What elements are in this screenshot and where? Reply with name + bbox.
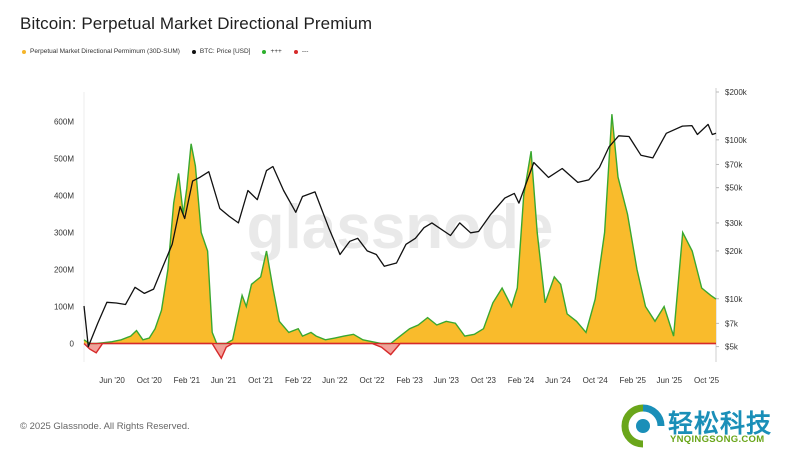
page-title: Bitcoin: Perpetual Market Directional Pr… xyxy=(20,14,373,33)
premium-area xyxy=(84,114,716,344)
btc-price-line xyxy=(83,123,717,348)
y-left-tick-label: 300M xyxy=(54,229,74,238)
legend-swatch-premium xyxy=(22,49,26,54)
y-right-tick-label: $200k xyxy=(725,88,748,97)
x-tick-label: Jun '23 xyxy=(433,376,459,385)
brand-logo-block: 轻松科技 YNQINGSONG.COM xyxy=(620,404,792,448)
chart-canvas[interactable]: glassnode 600M 500M 400M 300M 200M 100M 0 $200k… xyxy=(0,0,800,400)
x-tick-label: Oct '21 xyxy=(248,376,274,385)
legend-swatch-price xyxy=(191,49,196,54)
legend-swatch-positive xyxy=(262,49,267,54)
y-right-tick-label: $100k xyxy=(725,136,748,145)
x-tick-label: Jun '20 xyxy=(99,376,125,385)
y-right-tick-label: $5k xyxy=(725,343,739,352)
x-tick-label: Feb '24 xyxy=(508,376,535,385)
chart-legend: Perpetual Market Directional Permimum (3… xyxy=(22,48,308,55)
y-right-tick-label: $50k xyxy=(725,184,743,193)
premium-negative-area xyxy=(84,343,716,359)
x-tick-label: Feb '23 xyxy=(396,376,423,385)
brand-logo-icon xyxy=(621,404,665,448)
legend-label-positive: +++ xyxy=(270,48,282,55)
y-left-tick-label: 200M xyxy=(54,266,74,275)
x-tick-label: Feb '25 xyxy=(619,376,646,385)
y-right-tick-label: $70k xyxy=(725,160,743,169)
x-tick-label: Oct '25 xyxy=(694,376,720,385)
y-left-tick-label: 400M xyxy=(54,192,74,201)
x-tick-label: Feb '21 xyxy=(174,376,201,385)
y-right-tick-label: $30k xyxy=(725,219,743,228)
legend-item-price[interactable]: BTC: Price [USD] xyxy=(191,48,251,55)
legend-item-premium[interactable]: Perpetual Market Directional Permimum (3… xyxy=(22,48,180,55)
y-right-tick-label: $7k xyxy=(725,319,739,328)
premium-positive-line xyxy=(83,114,717,345)
watermark: glassnode xyxy=(247,193,554,262)
y-left-tick-label: 100M xyxy=(54,303,74,312)
legend-swatch-negative xyxy=(293,49,298,54)
legend-item-negative[interactable]: --- xyxy=(293,48,309,55)
y-left-tick-label: 0 xyxy=(70,340,75,349)
legend-label-premium: Perpetual Market Directional Permimum (3… xyxy=(30,48,180,55)
x-tick-label: Oct '24 xyxy=(583,376,609,385)
x-tick-label: Oct '23 xyxy=(471,376,497,385)
brand-name-en: YNQINGSONG.COM xyxy=(670,434,765,445)
y-right-tick-label: $10k xyxy=(725,295,743,304)
x-tick-label: Oct '22 xyxy=(360,376,386,385)
legend-item-positive[interactable]: +++ xyxy=(262,48,282,55)
brand-name-cn: 轻松科技 xyxy=(668,410,773,438)
y-right-tick-label: $20k xyxy=(725,247,743,256)
legend-label-negative: --- xyxy=(301,48,309,55)
y-left-tick-label: 600M xyxy=(54,118,74,127)
legend-label-price: BTC: Price [USD] xyxy=(199,48,251,55)
x-tick-label: Jun '21 xyxy=(211,376,237,385)
x-tick-label: Jun '25 xyxy=(657,376,683,385)
x-tick-label: Jun '22 xyxy=(322,376,348,385)
premium-negative-line xyxy=(83,342,716,360)
x-tick-label: Feb '22 xyxy=(285,376,312,385)
copyright-footer: © 2025 Glassnode. All Rights Reserved. xyxy=(20,421,190,432)
plot-area: 600M 500M 400M 300M 200M 100M 0 $200k $100k $70k $… xyxy=(54,88,748,385)
x-tick-label: Oct '20 xyxy=(137,376,163,385)
x-tick-label: Jun '24 xyxy=(545,376,571,385)
y-left-tick-label: 500M xyxy=(54,155,74,164)
